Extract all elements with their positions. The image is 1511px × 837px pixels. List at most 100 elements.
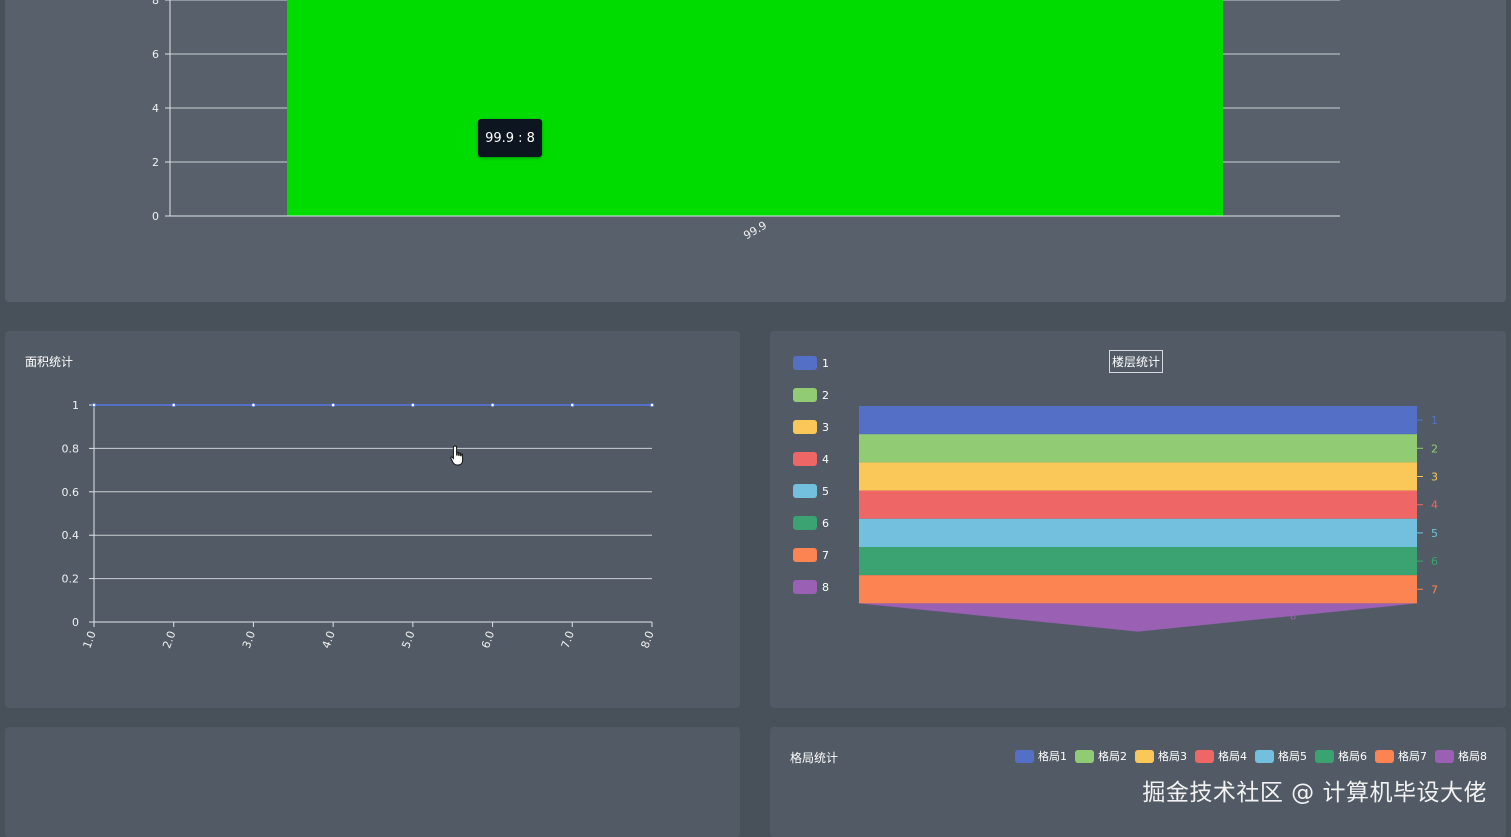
- layout-legend: 格局1 格局2 格局3 格局4 格局5 格局6 格局7 格局8: [1015, 748, 1487, 764]
- legend-swatch: [793, 420, 817, 434]
- data-point: [91, 402, 97, 408]
- legend-label: 格局8: [1458, 750, 1487, 763]
- legend-item[interactable]: 5: [793, 484, 829, 498]
- segment-label: 5: [1431, 527, 1438, 540]
- legend-swatch: [1315, 749, 1334, 763]
- funnel-segment: [859, 575, 1417, 604]
- funnel-segment: [859, 434, 1417, 463]
- legend-item[interactable]: 格局3: [1135, 748, 1187, 764]
- y-tick-label: 0.4: [62, 529, 80, 542]
- funnel-chart: 1 2 3 4 5 6 7 8: [859, 406, 1438, 632]
- funnel-segment: [859, 547, 1417, 576]
- legend-item[interactable]: 格局7: [1375, 748, 1427, 764]
- legend-item[interactable]: 7: [793, 548, 829, 562]
- layout-chart-title: 格局统计: [790, 751, 839, 765]
- legend-swatch: [793, 580, 817, 594]
- x-tick-label: 3.0: [240, 629, 258, 650]
- legend-swatch: [793, 516, 817, 530]
- y-tick-label: 1: [72, 399, 79, 412]
- y-tick-label: 8: [152, 0, 159, 7]
- legend-swatch: [793, 484, 817, 498]
- y-tick-label: 0.8: [62, 442, 80, 455]
- y-tick-label: 0.6: [62, 486, 80, 499]
- funnel-segment: [859, 603, 1417, 632]
- legend-label: 格局1: [1038, 750, 1067, 763]
- y-tick-label: 0: [72, 616, 79, 629]
- funnel-segment: [859, 462, 1417, 491]
- legend-item[interactable]: 格局1: [1015, 748, 1067, 764]
- x-tick-label: 1.0: [80, 629, 98, 650]
- legend-item[interactable]: 2: [793, 388, 829, 402]
- legend-label: 3: [822, 420, 829, 434]
- data-point: [171, 402, 177, 408]
- legend-item[interactable]: 格局6: [1315, 748, 1367, 764]
- legend-item[interactable]: 6: [793, 516, 829, 530]
- legend-label: 5: [822, 484, 829, 498]
- segment-label: 1: [1431, 414, 1438, 427]
- bar-chart-panel: 0 2 4 6 8 99.9 99.9 : 8: [5, 0, 1506, 302]
- x-tick-label: 5.0: [399, 629, 417, 650]
- legend-label: 格局4: [1218, 750, 1247, 763]
- x-tick-label: 4.0: [320, 629, 338, 650]
- data-point: [251, 402, 256, 408]
- segment-label: 3: [1431, 471, 1438, 484]
- legend-swatch: [793, 388, 817, 402]
- segment-label: 6: [1431, 555, 1438, 568]
- legend-label: 格局6: [1338, 750, 1367, 763]
- segment-label: 4: [1431, 499, 1438, 512]
- area-chart-title: 面积统计: [25, 355, 74, 369]
- legend-item[interactable]: 8: [793, 580, 829, 594]
- layout-chart-panel: 格局统计 格局1 格局2 格局3 格局4 格局5 格局6 格局7 格局8: [770, 727, 1506, 837]
- legend-item[interactable]: 格局8: [1435, 748, 1487, 764]
- legend-swatch: [1195, 749, 1214, 763]
- data-point: [490, 402, 495, 408]
- legend-label: 2: [822, 388, 829, 402]
- bar: [287, 0, 1223, 216]
- data-point: [569, 402, 575, 408]
- legend-label: 格局5: [1278, 750, 1307, 763]
- funnel-segment: [859, 490, 1417, 519]
- legend-label: 格局7: [1398, 750, 1427, 763]
- legend-item[interactable]: 格局2: [1075, 748, 1127, 764]
- legend-label: 1: [822, 356, 829, 370]
- area-chart-panel: 面积统计 0 0.2 0.4 0.6 0.8 1 1.0 2.0 3.0 4.0 5.0 6.0 7.0…: [5, 331, 740, 708]
- legend-item[interactable]: 1: [793, 356, 829, 370]
- legend-label: 格局2: [1098, 750, 1127, 763]
- data-point: [410, 402, 416, 408]
- legend-swatch: [793, 452, 817, 466]
- legend-swatch: [1255, 749, 1274, 763]
- legend-item[interactable]: 4: [793, 452, 829, 466]
- chart-tooltip: 99.9 : 8: [478, 119, 542, 157]
- hand-cursor-icon: [450, 445, 464, 466]
- legend-swatch: [1075, 749, 1094, 763]
- funnel-segment: [859, 518, 1417, 547]
- legend-label: 4: [822, 452, 829, 466]
- legend-label: 格局3: [1158, 750, 1187, 763]
- watermark: 掘金技术社区 @ 计算机毕设大佬: [1142, 780, 1487, 806]
- segment-label: 7: [1431, 583, 1438, 596]
- x-tick-label: 6.0: [479, 629, 497, 650]
- legend-label: 8: [822, 580, 829, 594]
- legend-item[interactable]: 格局4: [1195, 748, 1247, 764]
- floor-chart-title: 楼层统计: [1109, 350, 1164, 373]
- bar-chart: 0 2 4 6 8 99.9: [152, 0, 1340, 243]
- legend-swatch: [793, 356, 817, 370]
- funnel-segment: [859, 406, 1417, 435]
- legend-swatch: [1375, 749, 1394, 763]
- y-tick-label: 2: [152, 156, 159, 169]
- x-tick-label: 2.0: [160, 629, 178, 650]
- y-tick-label: 0: [152, 210, 159, 223]
- x-tick-label: 99.9: [741, 219, 769, 243]
- legend-swatch: [1435, 749, 1454, 763]
- legend-item[interactable]: 3: [793, 420, 829, 434]
- x-tick-label: 8.0: [638, 629, 656, 650]
- data-point: [330, 402, 336, 408]
- legend-label: 6: [822, 516, 829, 530]
- legend-swatch: [1015, 749, 1034, 763]
- bottom-left-panel: [5, 727, 740, 837]
- y-tick-label: 0.2: [62, 573, 80, 586]
- segment-label: 8: [1290, 611, 1296, 622]
- legend-item[interactable]: 格局5: [1255, 748, 1307, 764]
- floor-chart-panel: 楼层统计 1 2 3 4 5 6 7 8 1 2 3 4 5 6 7 8: [770, 331, 1506, 708]
- line-chart: 0 0.2 0.4 0.6 0.8 1 1.0 2.0 3.0 4.0 5.0 6.0 7.0 8.0: [62, 399, 657, 650]
